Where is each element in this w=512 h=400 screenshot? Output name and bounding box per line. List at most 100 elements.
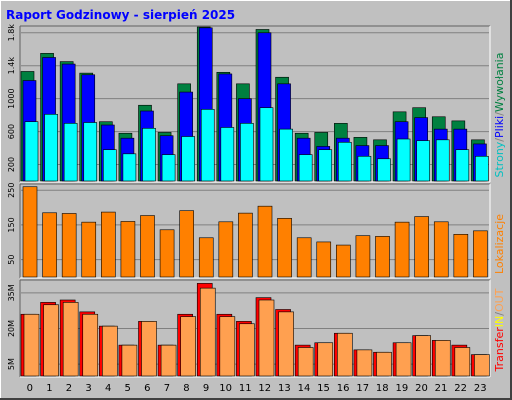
- bar-out: [62, 302, 79, 377]
- x-tick-label: 7: [164, 383, 170, 394]
- bar-lokalizacje: [218, 221, 234, 278]
- legend-transfer-in-out-part: /: [493, 312, 506, 316]
- legend-strony-pliki-wywolania-part: /: [493, 138, 506, 142]
- y-tick-label: 50: [7, 255, 16, 265]
- bar-lokalizacje: [81, 221, 97, 278]
- bar-out: [239, 323, 255, 377]
- bar-strony: [455, 149, 470, 182]
- bar-strony: [103, 149, 117, 182]
- legend-transfer-in-out: TransferIN/OUT: [493, 288, 506, 372]
- legend-transfer-in-out-part: OUT: [493, 288, 506, 312]
- x-tick-label: 12: [258, 383, 271, 394]
- bar-lokalizacje: [336, 244, 351, 278]
- legend-lokalizacje-part: Lokalizacje: [493, 214, 506, 274]
- y-tick-label: 1.8k: [7, 24, 16, 42]
- bar-strony: [318, 149, 333, 182]
- x-tick-label: 1: [46, 383, 52, 394]
- bar-lokalizacje: [159, 229, 175, 278]
- bar-lokalizacje: [433, 221, 449, 278]
- bar-out: [474, 354, 490, 377]
- bar-lokalizacje: [296, 237, 312, 278]
- legend-lokalizacje: Lokalizacje: [493, 214, 506, 274]
- bar-out: [395, 342, 412, 377]
- bar-out: [278, 311, 294, 377]
- legend-strony-pliki-wywolania-part: Strony: [493, 141, 506, 177]
- bar-strony: [377, 158, 391, 182]
- x-tick-label: 2: [66, 383, 72, 394]
- x-tick-label: 16: [337, 383, 350, 394]
- bar-out: [454, 347, 471, 377]
- bar-out: [219, 316, 236, 377]
- y-tick-label: 150: [7, 217, 16, 232]
- bar-out: [337, 332, 353, 377]
- x-tick-label: 15: [317, 383, 330, 394]
- bar-lokalizacje: [198, 237, 214, 278]
- bar-out: [434, 340, 451, 377]
- bar-lokalizacje: [140, 215, 155, 278]
- bar-strony: [357, 155, 372, 182]
- bar-lokalizacje: [453, 233, 469, 278]
- x-tick-label: 23: [474, 383, 487, 394]
- y-tick-label: 1000: [7, 88, 16, 108]
- legend-transfer-in-out-part: IN: [493, 316, 506, 327]
- bar-out: [356, 349, 373, 377]
- legend-strony-pliki-wywolania: Strony/Pliki/Wywołania: [493, 53, 506, 178]
- bar-strony: [63, 123, 78, 182]
- y-tick-label: 35M: [7, 284, 16, 301]
- y-tick-label: 200: [7, 157, 16, 172]
- bar-out: [180, 316, 196, 377]
- bar-strony: [475, 155, 489, 182]
- bar-lokalizacje: [101, 211, 116, 278]
- bar-out: [82, 313, 99, 377]
- bar-lokalizacje: [42, 212, 57, 278]
- x-tick-label: 17: [356, 383, 369, 394]
- bar-lokalizacje: [277, 218, 292, 278]
- y-tick-label: 600: [7, 124, 16, 139]
- x-tick-label: 5: [125, 383, 131, 394]
- bar-strony: [24, 121, 39, 182]
- bar-strony: [416, 140, 430, 182]
- panel-top-background: [20, 26, 490, 182]
- legend-strony-pliki-wywolania-part: Wywołania: [493, 53, 506, 113]
- bar-lokalizacje: [394, 221, 410, 278]
- panel-middle: 50 150 250: [7, 183, 491, 279]
- bar-strony: [279, 128, 293, 182]
- bar-strony: [240, 123, 254, 182]
- bar-strony: [259, 107, 274, 182]
- x-tick-label: 21: [435, 383, 448, 394]
- x-tick-label: 18: [376, 383, 389, 394]
- bar-out: [43, 304, 59, 377]
- bar-out: [258, 299, 275, 377]
- bar-lokalizacje: [316, 241, 332, 278]
- x-tick-label: 10: [219, 383, 232, 394]
- legend-strony-pliki-wywolania-part: Pliki: [493, 116, 506, 138]
- x-tick-label: 19: [396, 383, 409, 394]
- x-tick-label: 20: [415, 383, 428, 394]
- bar-out: [160, 344, 177, 377]
- bar-out: [121, 344, 138, 377]
- bar-lokalizacje: [61, 213, 77, 278]
- panel-middle-background: [20, 184, 490, 278]
- bar-lokalizacje: [179, 210, 194, 278]
- bar-strony: [396, 138, 411, 182]
- bar-strony: [122, 153, 137, 182]
- y-tick-label: 20M: [7, 320, 16, 337]
- legend-transfer-in-out-part: Transfer: [493, 327, 506, 373]
- bar-out: [297, 347, 314, 377]
- bar-strony: [83, 122, 98, 182]
- bar-strony: [338, 141, 352, 182]
- x-tick-label: 11: [239, 383, 252, 394]
- y-tick-label: 250: [7, 183, 16, 198]
- x-tick-label: 14: [298, 383, 311, 394]
- bar-strony: [161, 154, 176, 182]
- bar-out: [376, 351, 392, 377]
- x-tick-label: 13: [278, 383, 291, 394]
- panel-bottom: 5M 20M 35M: [7, 279, 491, 378]
- x-tick-label: 4: [105, 383, 111, 394]
- bar-out: [141, 321, 157, 377]
- bar-lokalizacje: [473, 230, 488, 278]
- legend-strony-pliki-wywolania-part: /: [493, 112, 506, 116]
- y-tick-label: 5M: [7, 358, 16, 370]
- bar-lokalizacje: [120, 221, 136, 278]
